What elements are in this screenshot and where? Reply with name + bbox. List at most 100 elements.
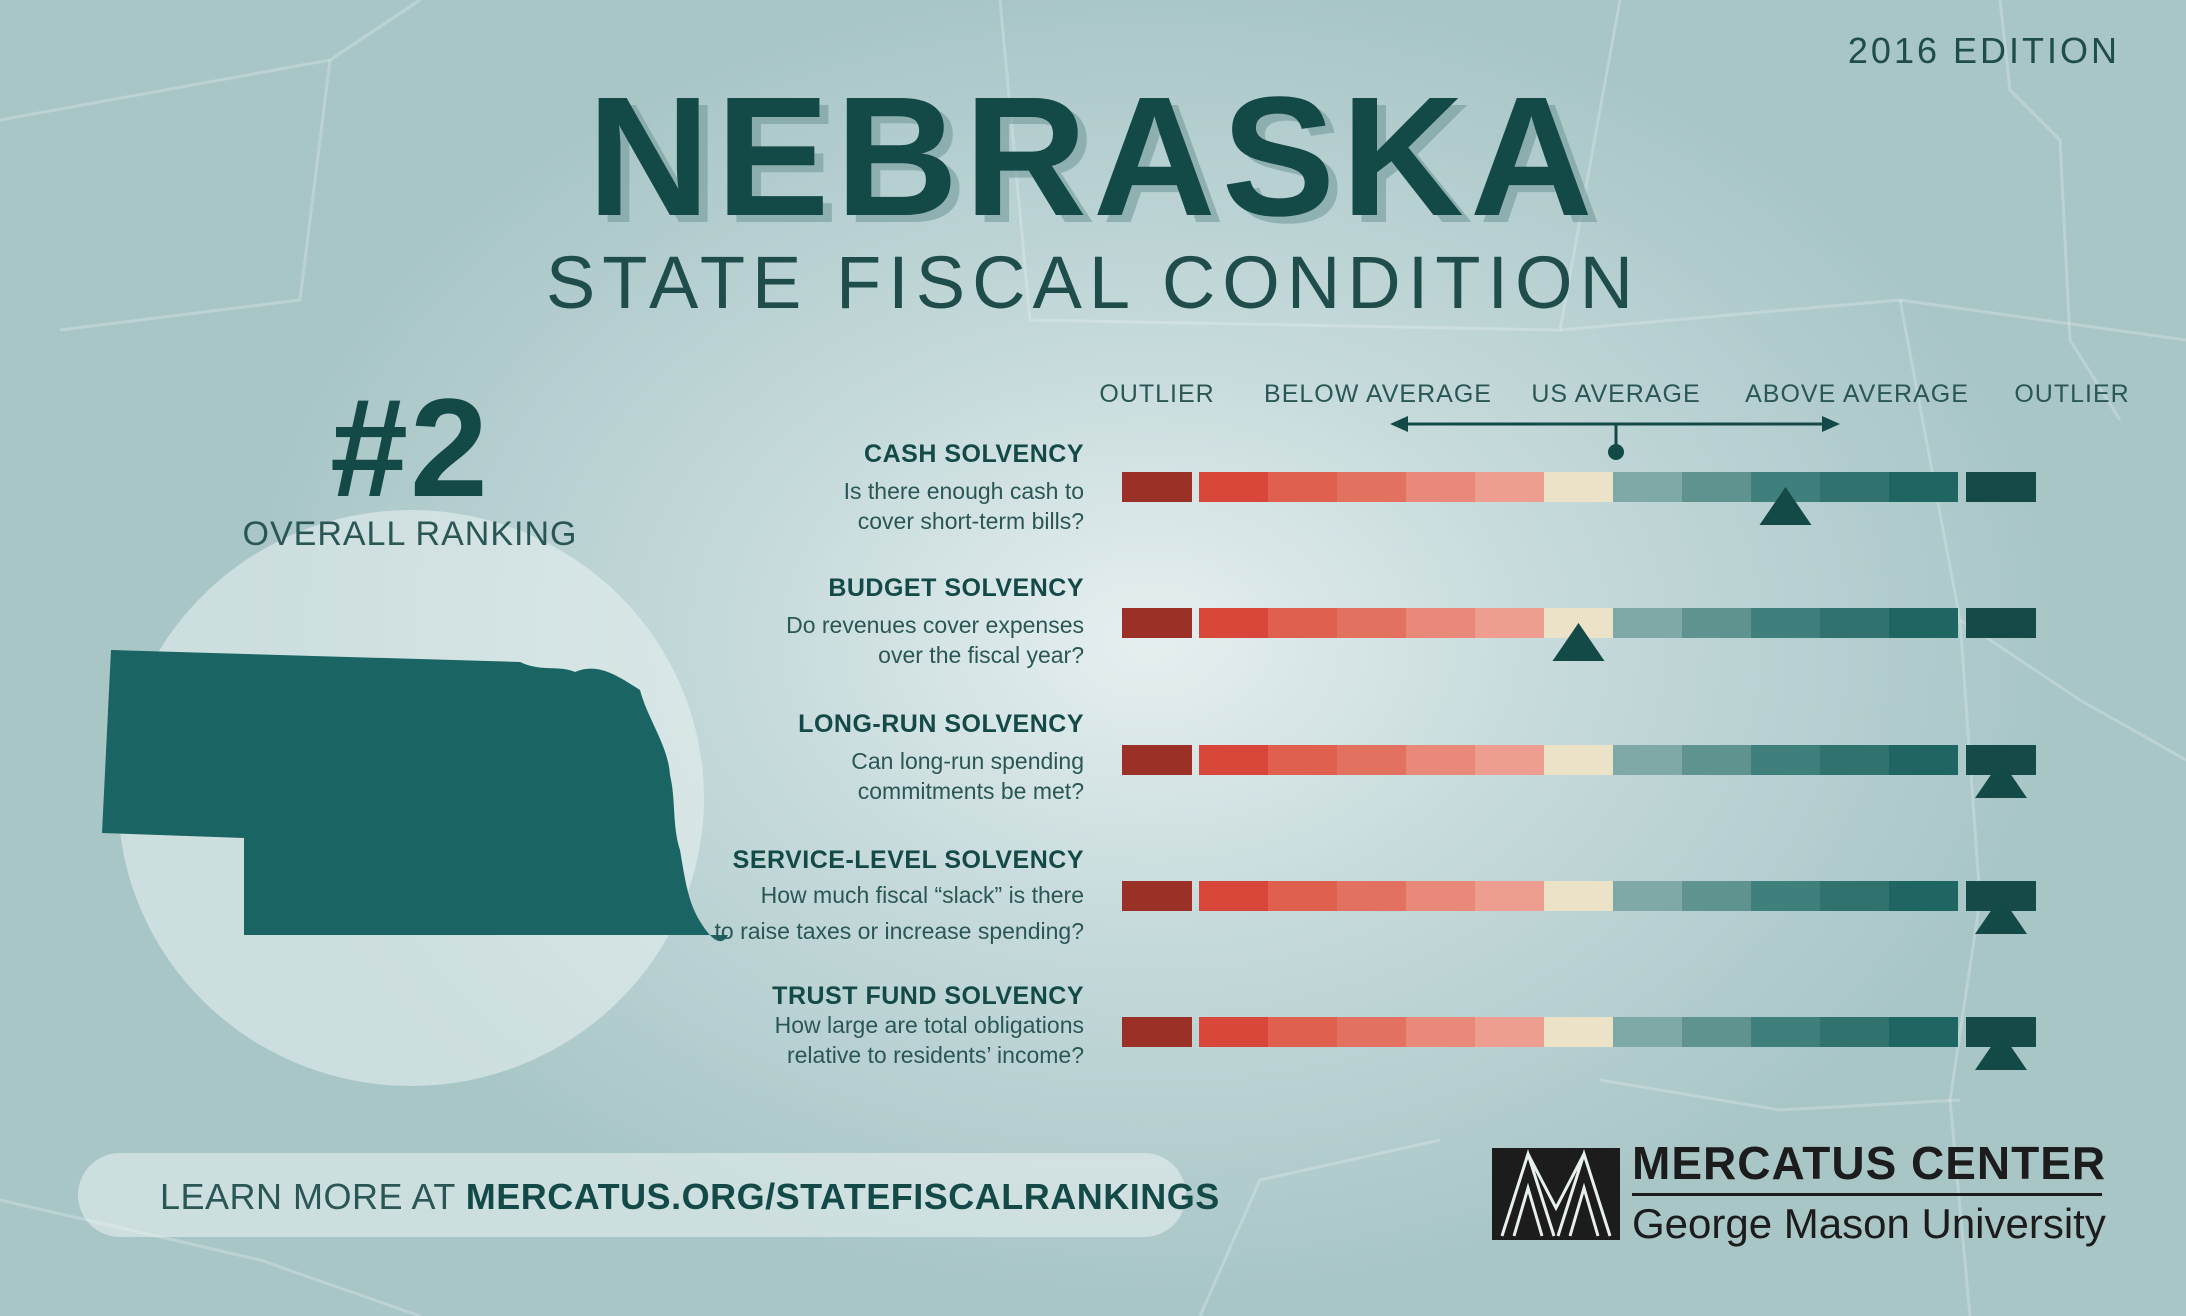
bar-segment — [1268, 745, 1337, 775]
bar-segment — [1199, 881, 1268, 911]
bar-segment — [1613, 1017, 1682, 1047]
scale-label-above-average: ABOVE AVERAGE — [1745, 380, 1969, 408]
bar-segment — [1406, 1017, 1475, 1047]
solvency-bar-row — [1122, 472, 2036, 525]
bar-segment — [1751, 745, 1820, 775]
metric-title-cash: CASH SOLVENCY — [864, 440, 1084, 468]
bar-segment — [1337, 472, 1406, 502]
scale-label-below-average: BELOW AVERAGE — [1264, 380, 1492, 408]
bar-segment — [1199, 472, 1268, 502]
metric-question-long-run-line2: commitments be met? — [857, 778, 1084, 804]
metric-title-trust-fund: TRUST FUND SOLVENCY — [772, 982, 1084, 1010]
title-block: NEBRASKA — [0, 72, 2186, 242]
learn-more-text: LEARN MORE AT MERCATUS.ORG/STATEFISCALRA… — [160, 1176, 1220, 1218]
metric-question-service-level-line2: to raise taxes or increase spending? — [714, 918, 1085, 944]
bar-segment — [1544, 881, 1613, 911]
bar-segment — [1122, 745, 1192, 775]
bar-segment — [1475, 608, 1544, 638]
bar-segment — [1613, 745, 1682, 775]
bar-segment — [1475, 472, 1544, 502]
state-title: NEBRASKA — [587, 62, 1599, 252]
bar-segment — [1682, 745, 1751, 775]
bar-segment — [1889, 472, 1958, 502]
org-name: MERCATUS CENTER — [1632, 1137, 2107, 1189]
mercatus-logo-icon — [1492, 1148, 1620, 1240]
bar-segment — [1682, 1017, 1751, 1047]
bar-segment — [1966, 472, 2036, 502]
scale-label-us-average: US AVERAGE — [1531, 380, 1701, 408]
org-divider — [1632, 1193, 2102, 1196]
metric-question-cash-line1: Is there enough cash to — [843, 478, 1084, 504]
bar-segment — [1268, 472, 1337, 502]
metric-question-service-level-line1: How much fiscal “slack” is there — [760, 882, 1084, 908]
bar-segment — [1337, 1017, 1406, 1047]
bar-segment — [1820, 745, 1889, 775]
bar-segment — [1337, 881, 1406, 911]
bar-segment — [1268, 881, 1337, 911]
average-dot — [1608, 444, 1624, 460]
bar-segment — [1475, 881, 1544, 911]
bar-segment — [1613, 881, 1682, 911]
org-subtitle: George Mason University — [1632, 1200, 2106, 1247]
metric-question-budget-line1: Do revenues cover expenses — [786, 612, 1084, 638]
bar-segment — [1406, 472, 1475, 502]
scale-label-outlier-high: OUTLIER — [2014, 380, 2130, 408]
bar-segment — [1199, 745, 1268, 775]
bar-segment — [1613, 608, 1682, 638]
bar-segment — [1820, 1017, 1889, 1047]
bar-segment — [1751, 1017, 1820, 1047]
bar-segment — [1682, 472, 1751, 502]
bar-segment — [1268, 608, 1337, 638]
bar-segment — [1406, 881, 1475, 911]
bar-segment — [1544, 745, 1613, 775]
bar-segment — [1889, 881, 1958, 911]
metric-title-long-run: LONG-RUN SOLVENCY — [798, 710, 1084, 738]
bar-segment — [1966, 608, 2036, 638]
bar-segment — [1682, 881, 1751, 911]
bar-segment — [1337, 608, 1406, 638]
bar-segment — [1613, 472, 1682, 502]
bar-segment — [1337, 745, 1406, 775]
learn-more-prefix: LEARN MORE AT — [160, 1176, 466, 1217]
position-marker — [1552, 623, 1605, 661]
ranking-value: #2 — [330, 369, 490, 526]
bar-segment — [1475, 745, 1544, 775]
metric-title-budget: BUDGET SOLVENCY — [828, 574, 1084, 602]
bar-segment — [1122, 881, 1192, 911]
bar-segment — [1122, 1017, 1192, 1047]
axis-arrow-left — [1390, 416, 1408, 432]
bar-segment — [1475, 1017, 1544, 1047]
position-marker — [1759, 487, 1812, 525]
bar-segment — [1889, 1017, 1958, 1047]
bar-segment — [1889, 608, 1958, 638]
bar-segment — [1820, 472, 1889, 502]
bar-segment — [1889, 745, 1958, 775]
bar-segment — [1199, 608, 1268, 638]
ranking-label: OVERALL RANKING — [242, 515, 578, 553]
learn-more-banner — [78, 1153, 1186, 1237]
solvency-bar-row — [1122, 608, 2036, 661]
bar-segment — [1199, 1017, 1268, 1047]
learn-more-link[interactable]: MERCATUS.ORG/STATEFISCALRANKINGS — [465, 1176, 1220, 1217]
bar-segment — [1122, 472, 1192, 502]
metric-question-trust-fund-line2: relative to residents’ income? — [786, 1042, 1084, 1068]
solvency-bar-row — [1122, 745, 2036, 798]
metric-question-long-run-line1: Can long-run spending — [851, 748, 1084, 774]
metric-question-budget-line2: over the fiscal year? — [878, 642, 1084, 668]
bar-segment — [1820, 608, 1889, 638]
bar-segment — [1751, 608, 1820, 638]
axis-arrow-right — [1822, 416, 1840, 432]
position-marker — [1975, 896, 2027, 934]
metric-title-service-level: SERVICE-LEVEL SOLVENCY — [732, 846, 1084, 874]
edition-label: 2016 EDITION — [1847, 30, 2120, 71]
position-marker — [1975, 1032, 2027, 1070]
metric-question-trust-fund-line1: How large are total obligations — [774, 1012, 1084, 1038]
position-marker — [1975, 760, 2027, 798]
metric-question-cash-line2: cover short-term bills? — [857, 508, 1084, 534]
bar-segment — [1406, 608, 1475, 638]
solvency-bar-row — [1122, 881, 2036, 934]
bar-segment — [1544, 1017, 1613, 1047]
